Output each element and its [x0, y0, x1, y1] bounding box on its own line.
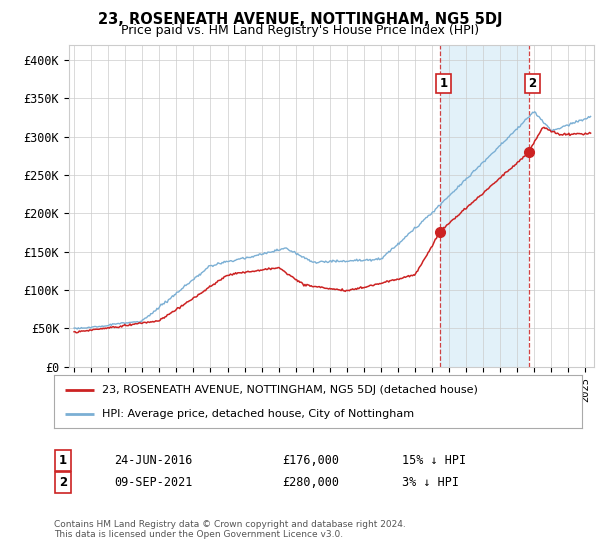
Text: Price paid vs. HM Land Registry's House Price Index (HPI): Price paid vs. HM Land Registry's House …: [121, 24, 479, 37]
Text: 1: 1: [440, 77, 448, 90]
Text: Contains HM Land Registry data © Crown copyright and database right 2024.
This d: Contains HM Land Registry data © Crown c…: [54, 520, 406, 539]
Text: 23, ROSENEATH AVENUE, NOTTINGHAM, NG5 5DJ (detached house): 23, ROSENEATH AVENUE, NOTTINGHAM, NG5 5D…: [101, 385, 478, 395]
Text: 2: 2: [529, 77, 536, 90]
Text: 24-JUN-2016: 24-JUN-2016: [114, 454, 193, 467]
Text: £280,000: £280,000: [282, 476, 339, 489]
Text: 3% ↓ HPI: 3% ↓ HPI: [402, 476, 459, 489]
Text: 09-SEP-2021: 09-SEP-2021: [114, 476, 193, 489]
Text: 1: 1: [59, 454, 67, 467]
Text: 15% ↓ HPI: 15% ↓ HPI: [402, 454, 466, 467]
Text: £176,000: £176,000: [282, 454, 339, 467]
Text: HPI: Average price, detached house, City of Nottingham: HPI: Average price, detached house, City…: [101, 409, 413, 419]
Text: 23, ROSENEATH AVENUE, NOTTINGHAM, NG5 5DJ: 23, ROSENEATH AVENUE, NOTTINGHAM, NG5 5D…: [98, 12, 502, 27]
Bar: [440, 45, 529, 367]
Text: 2: 2: [59, 476, 67, 489]
